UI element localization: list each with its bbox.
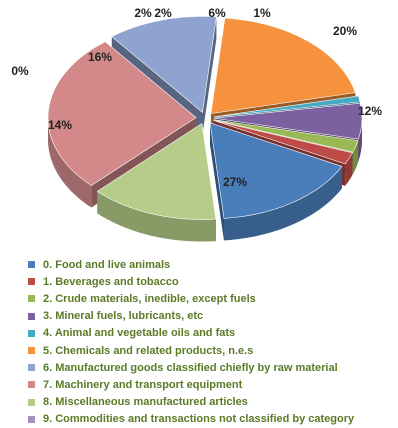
legend: 0. Food and live animals 1. Beverages an… [28,256,393,428]
slice-2 [213,119,359,153]
slice-label-0: 16% [88,50,112,64]
legend-item-5: 5. Chemicals and related products, n.e.s [28,342,393,359]
legend-swatch-0 [28,261,35,269]
slice-4 [213,95,361,118]
slice-label-5: 20% [333,24,357,38]
legend-label-6: 6. Manufactured goods classified chiefly… [43,361,338,374]
legend-item-3: 3. Mineral fuels, lubricants, etc [28,308,393,325]
pie-chart: 16% 2% 2% 6% 1% 20% 12% 27% 14% 0% [11,6,382,242]
legend-label-8: 8. Miscellaneous manufactured articles [43,396,248,409]
slice-label-4: 1% [253,6,271,20]
legend-item-0: 0. Food and live animals [28,256,393,273]
slice-1 [213,120,353,165]
slice-8 [96,122,217,220]
legend-item-2: 2. Crude materials, inedible, except fue… [28,290,393,307]
legend-label-3: 3. Mineral fuels, lubricants, etc [43,310,204,323]
legend-label-5: 5. Chemicals and related products, n.e.s [43,344,254,357]
legend-label-0: 0. Food and live animals [43,258,171,271]
legend-label-4: 4. Animal and vegetable oils and fats [43,327,236,340]
legend-item-6: 6. Manufactured goods classified chiefly… [28,359,393,376]
slice-6 [111,16,217,113]
legend-swatch-2 [28,295,35,303]
legend-label-1: 1. Beverages and tobacco [43,275,179,288]
legend-swatch-7 [28,381,35,389]
legend-swatch-1 [28,278,35,286]
legend-swatch-9 [28,415,35,423]
legend-swatch-5 [28,347,35,355]
legend-swatch-3 [28,312,35,320]
slice-0 [209,122,343,219]
slice-7 [47,41,197,186]
legend-swatch-4 [28,329,35,337]
legend-label-9: 9. Commodities and transactions not clas… [43,413,355,426]
slice-label-9: 0% [11,64,29,78]
legend-swatch-8 [28,398,35,406]
legend-item-7: 7. Machinery and transport equipment [28,376,393,393]
slice-label-7: 27% [223,175,247,189]
legend-item-8: 8. Miscellaneous manufactured articles [28,394,393,411]
slice-label-2: 2% [154,6,172,20]
slice-label-8: 14% [48,118,72,132]
legend-label-2: 2. Crude materials, inedible, except fue… [43,292,256,305]
slice-5 [210,17,356,114]
slice-label-1: 2% [134,6,152,20]
slice-3 [213,102,363,140]
slice-label-3: 6% [208,6,226,20]
legend-item-4: 4. Animal and vegetable oils and fats [28,325,393,342]
legend-label-7: 7. Machinery and transport equipment [43,378,243,391]
legend-swatch-6 [28,364,35,372]
slice-label-6: 12% [358,104,382,118]
legend-item-1: 1. Beverages and tobacco [28,273,393,290]
legend-item-9: 9. Commodities and transactions not clas… [28,411,393,428]
